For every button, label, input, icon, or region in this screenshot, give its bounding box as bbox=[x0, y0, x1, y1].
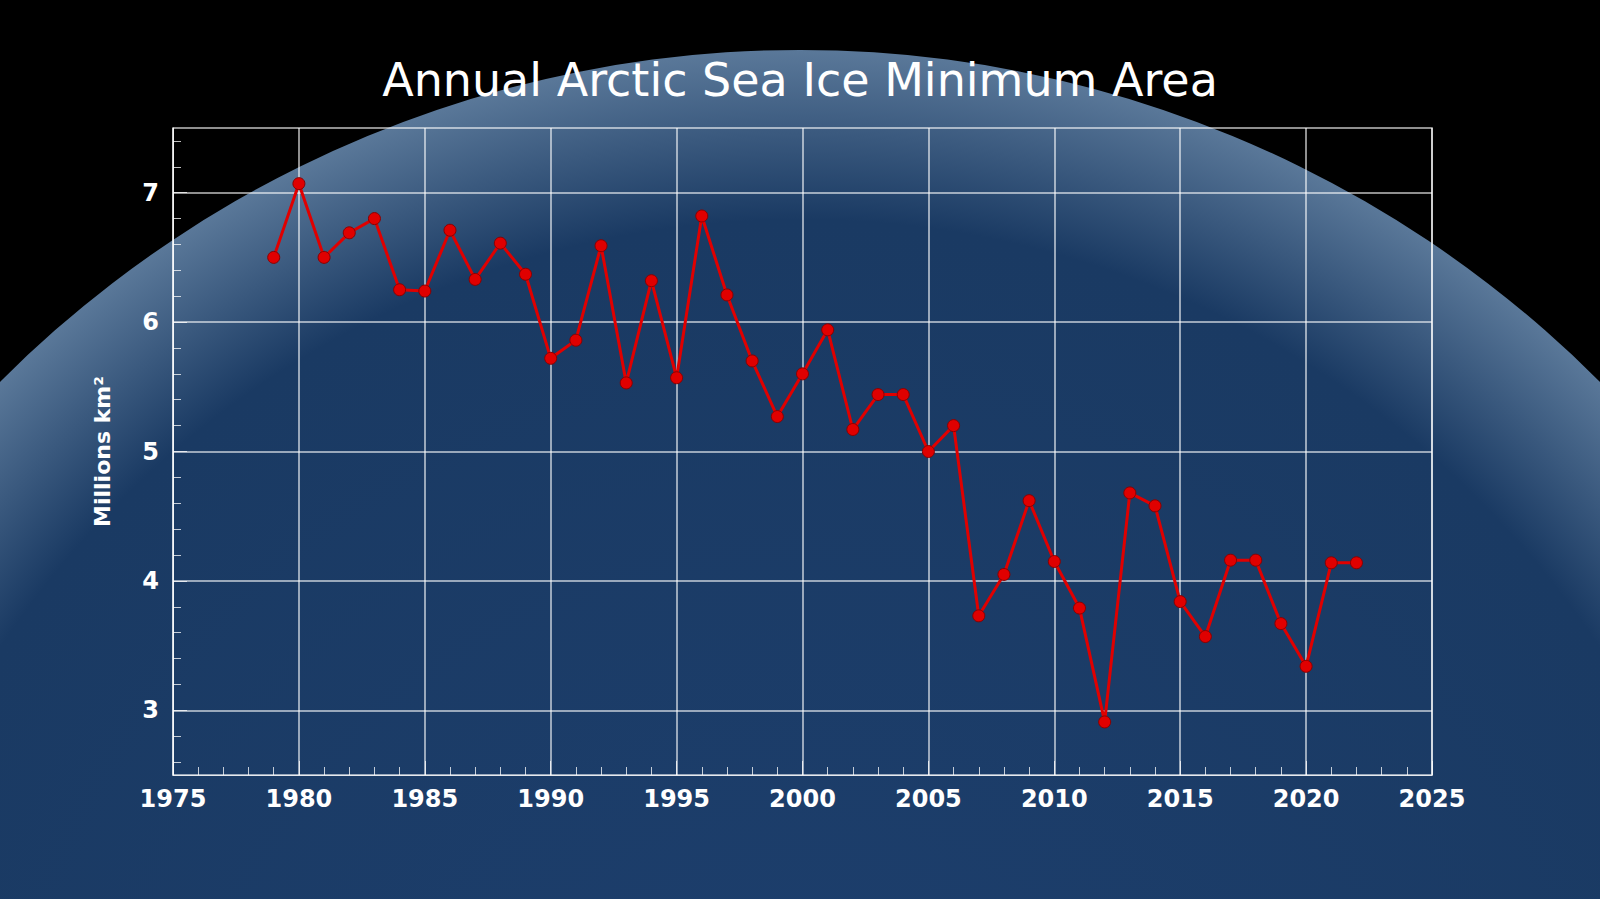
svg-text:Millions km²: Millions km² bbox=[90, 376, 115, 527]
svg-text:2010: 2010 bbox=[1021, 785, 1088, 813]
svg-text:2020: 2020 bbox=[1273, 785, 1340, 813]
svg-text:5: 5 bbox=[142, 438, 159, 466]
svg-text:6: 6 bbox=[142, 308, 159, 336]
svg-text:4: 4 bbox=[142, 567, 159, 595]
svg-text:7: 7 bbox=[142, 179, 159, 207]
svg-text:Annual Arctic Sea Ice Minimum: Annual Arctic Sea Ice Minimum Area bbox=[382, 53, 1218, 107]
svg-text:1975: 1975 bbox=[140, 785, 207, 813]
svg-text:2000: 2000 bbox=[769, 785, 836, 813]
svg-text:1985: 1985 bbox=[391, 785, 458, 813]
svg-text:2005: 2005 bbox=[895, 785, 962, 813]
svg-text:2015: 2015 bbox=[1147, 785, 1214, 813]
svg-text:3: 3 bbox=[142, 696, 159, 724]
svg-text:1990: 1990 bbox=[517, 785, 584, 813]
svg-text:1980: 1980 bbox=[266, 785, 333, 813]
svg-text:1995: 1995 bbox=[643, 785, 710, 813]
svg-text:2025: 2025 bbox=[1399, 785, 1466, 813]
